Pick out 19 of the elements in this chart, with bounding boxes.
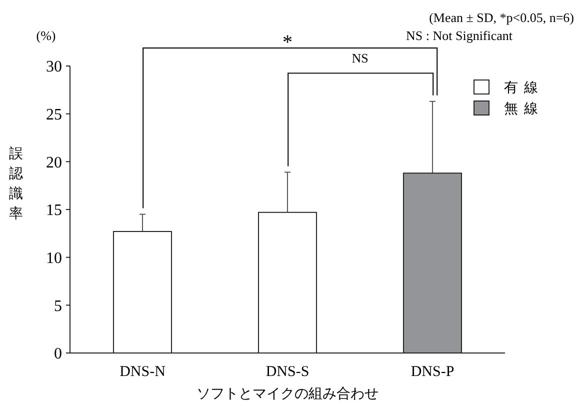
y-axis-title: 誤認識率 [9, 146, 23, 222]
legend-label: 無線 [504, 101, 544, 117]
y-tick-label: 0 [54, 346, 62, 363]
x-axis-title: ソフトとマイクの組み合わせ [196, 386, 378, 402]
y-tick-label: 5 [54, 298, 62, 315]
text: NS : Not Significant [406, 28, 513, 43]
y-tick-label: 30 [46, 58, 62, 76]
text: (%) [36, 28, 56, 43]
text: NS [352, 50, 368, 66]
y-tick-label: 20 [46, 154, 62, 172]
y-tick-label: 15 [46, 202, 62, 220]
x-tick-label: DNS-S [266, 364, 310, 380]
text: (Mean ± SD, *p<0.05, n=6) [429, 10, 574, 25]
y-tick-label: 10 [46, 250, 62, 267]
text: * [282, 31, 292, 54]
x-tick-label: DNS-N [120, 364, 166, 380]
x-tick-label: DNS-P [410, 364, 454, 380]
legend-label: 有線 [504, 80, 544, 96]
y-tick-label: 25 [46, 106, 62, 124]
